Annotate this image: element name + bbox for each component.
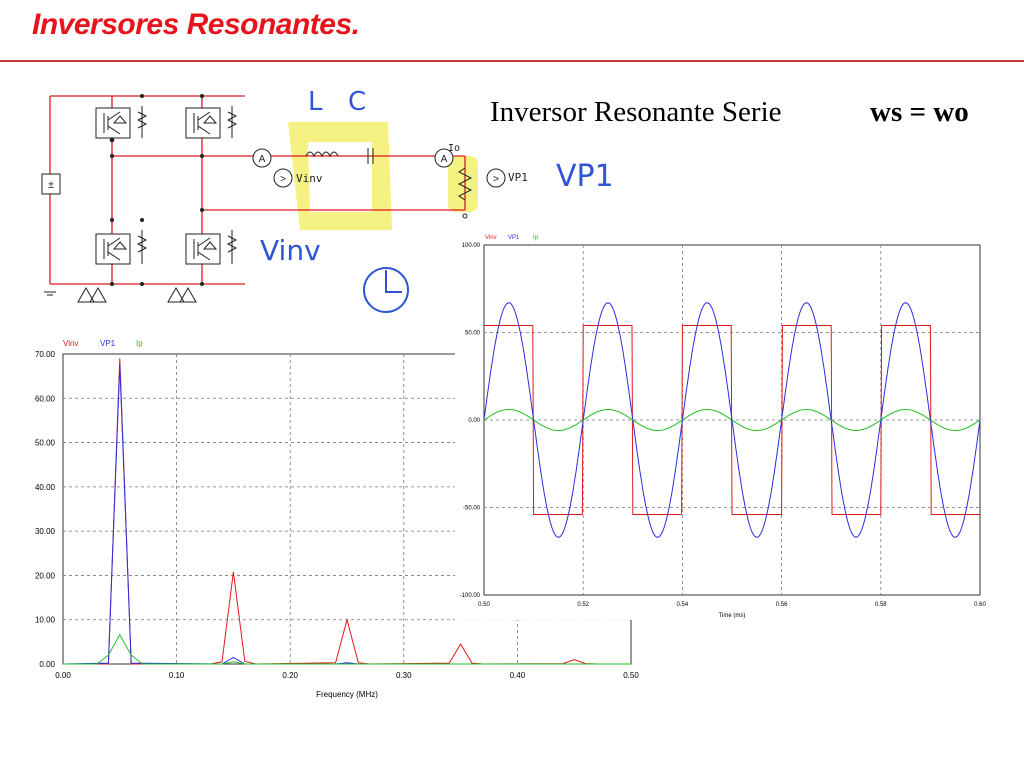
spectrum-y-tick: 40.00 bbox=[35, 483, 56, 492]
spectrum-y-tick: 70.00 bbox=[35, 350, 56, 359]
switch-q2 bbox=[95, 230, 148, 265]
time-x-tick: 0.60 bbox=[974, 602, 986, 608]
time-legend-vp1: VP1 bbox=[508, 235, 520, 241]
time-x-tick: 0.52 bbox=[577, 602, 589, 608]
svg-text:>: > bbox=[280, 174, 286, 185]
spectrum-x-tick: 0.50 bbox=[623, 671, 639, 680]
svg-text:A: A bbox=[259, 154, 266, 165]
circuit-schematic: ± A A > > Vinv VP1 Io L C Vinv VP1 bbox=[41, 87, 614, 313]
slide-subtitle: Inversor Resonante Serie bbox=[490, 96, 782, 128]
resonance-equation: ws = wo bbox=[870, 96, 969, 128]
svg-text:±: ± bbox=[48, 179, 54, 191]
spectrum-x-axis-label: Frequency (MHz) bbox=[316, 690, 378, 699]
title-divider bbox=[0, 60, 1024, 62]
time-legend: Vinv VP1 Ip bbox=[485, 235, 539, 241]
spectrum-series-vp1 bbox=[62, 365, 631, 665]
lc-highlight bbox=[288, 122, 392, 230]
time-y-tick: 100.00 bbox=[462, 243, 481, 249]
voltmeter-vinv bbox=[273, 168, 293, 188]
vp1-highlight bbox=[448, 156, 478, 212]
time-x-tick: 0.50 bbox=[478, 602, 490, 608]
annotation-vinv: Vinv bbox=[260, 234, 321, 267]
time-series-vinv bbox=[484, 325, 980, 515]
time-y-tick: -50.00 bbox=[463, 506, 481, 512]
vinv-probe-label: Vinv bbox=[296, 172, 323, 185]
spectrum-y-tick: 0.00 bbox=[39, 660, 55, 669]
switch-q4 bbox=[185, 230, 238, 265]
time-x-tick: 0.58 bbox=[875, 602, 887, 608]
svg-text:A: A bbox=[441, 154, 448, 165]
spectrum-legend-vp1: VP1 bbox=[100, 339, 116, 348]
spectrum-x-tick: 0.30 bbox=[396, 671, 412, 680]
spectrum-y-tick: 60.00 bbox=[35, 394, 56, 403]
spectrum-x-tick: 0.20 bbox=[282, 671, 298, 680]
time-y-tick: 0.00 bbox=[468, 418, 480, 424]
time-series-ip bbox=[483, 409, 981, 431]
ammeter-output bbox=[434, 148, 454, 168]
spectrum-x-tick: 0.40 bbox=[510, 671, 526, 680]
voltmeter-vp1 bbox=[486, 168, 506, 188]
switch-q1 bbox=[95, 106, 148, 143]
ammeter-input bbox=[252, 148, 272, 168]
inductor-symbol bbox=[305, 151, 339, 158]
time-legend-ip: Ip bbox=[533, 235, 539, 241]
time-x-tick: 0.54 bbox=[677, 602, 689, 608]
load-resistor-symbol bbox=[457, 167, 473, 201]
annotation-vp1: VP1 bbox=[556, 159, 614, 194]
time-y-tick: 50.00 bbox=[465, 331, 481, 337]
switch-q3 bbox=[185, 106, 238, 139]
spectrum-y-tick: 10.00 bbox=[35, 616, 56, 625]
clock-icon bbox=[363, 267, 409, 313]
time-legend-vinv: Vinv bbox=[485, 235, 497, 241]
spectrum-y-tick: 50.00 bbox=[35, 439, 56, 448]
spectrum-legend-vinv: Vinv bbox=[63, 339, 78, 348]
spectrum-legend: Vinv VP1 Ip bbox=[63, 339, 143, 348]
spectrum-x-tick: 0.00 bbox=[55, 671, 71, 680]
spectrum-y-tick: 20.00 bbox=[35, 571, 56, 580]
capacitor-symbol bbox=[367, 148, 374, 164]
svg-text:>: > bbox=[493, 174, 499, 185]
time-x-axis-label: Time (ms) bbox=[719, 613, 746, 619]
time-domain-chart: Vinv VP1 Ip 0.50 0.52 0.54 0.56 0.58 0.60 -10… bbox=[455, 230, 990, 620]
annotation-c: C bbox=[348, 87, 366, 117]
annotation-l: L bbox=[308, 87, 323, 117]
spectrum-series-ip bbox=[63, 633, 631, 665]
spectrum-legend-ip: Ip bbox=[136, 339, 143, 348]
vp1-probe-label: VP1 bbox=[508, 171, 528, 184]
time-x-tick: 0.56 bbox=[776, 602, 788, 608]
spectrum-y-tick: 30.00 bbox=[35, 527, 56, 536]
spectrum-x-tick: 0.10 bbox=[169, 671, 185, 680]
io-probe-label: Io bbox=[448, 143, 460, 154]
dc-source-symbol: ± bbox=[41, 173, 61, 195]
time-y-tick: -100.00 bbox=[460, 593, 481, 599]
slide-title: Inversores Resonantes. bbox=[32, 8, 360, 41]
